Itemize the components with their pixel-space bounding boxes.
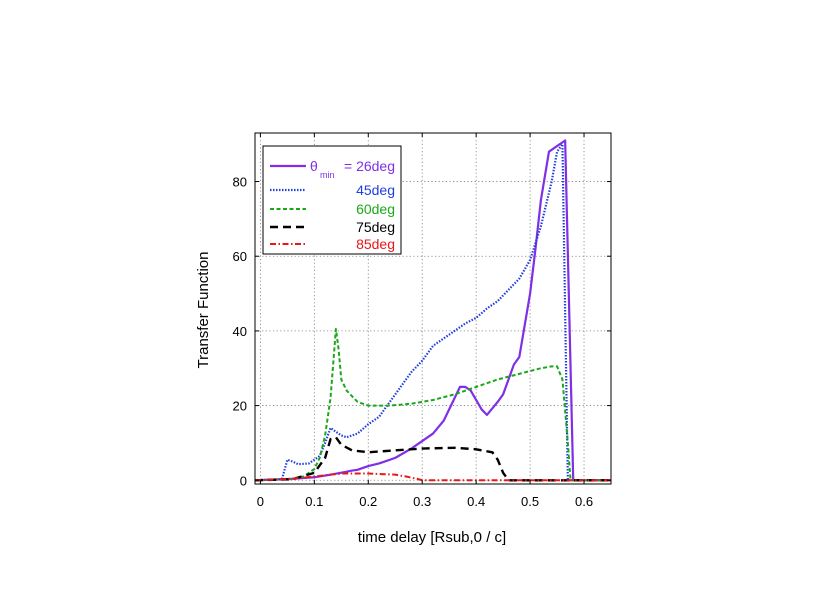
series-line-26deg — [254, 139, 611, 482]
plot-frame — [254, 132, 612, 485]
y-axis-label: Transfer Function — [195, 252, 212, 369]
series-lines — [254, 139, 611, 482]
legend-label-75deg: 75deg — [356, 219, 395, 235]
x-axis-label: time delay [Rsub,0 / c] — [358, 529, 506, 546]
x-tick-label: 0.5 — [521, 494, 539, 509]
series-line-60deg — [254, 328, 611, 482]
legend-label-85deg: 85deg — [356, 236, 395, 252]
x-tick-label: 0.1 — [305, 494, 323, 509]
y-tick-label: 80 — [233, 175, 247, 190]
series-line-45deg — [254, 143, 611, 482]
series-line-85deg — [254, 472, 611, 482]
legend-label-45deg: 45deg — [356, 182, 395, 198]
y-tick-label: 60 — [233, 249, 247, 264]
axes: 0 0.1 0.2 0.3 0.4 0.5 0.6 0 20 40 60 80 — [233, 132, 612, 509]
x-tick-label: 0.3 — [413, 494, 431, 509]
legend-label-60deg: 60deg — [356, 201, 395, 217]
x-tick-label: 0 — [257, 494, 264, 509]
x-tick-label: 0.6 — [575, 494, 593, 509]
x-tick-label: 0.2 — [359, 494, 377, 509]
legend-label-symbol: θ — [310, 158, 318, 174]
legend-label-subscript: min — [320, 170, 335, 180]
legend-label-26deg: = 26deg — [344, 158, 395, 174]
series-line-75deg — [254, 436, 611, 482]
legend-box — [262, 145, 402, 255]
x-tick-label: 0.4 — [467, 494, 485, 509]
y-tick-label: 40 — [233, 324, 247, 339]
y-tick-label: 20 — [233, 399, 247, 414]
y-tick-label: 0 — [240, 473, 247, 488]
